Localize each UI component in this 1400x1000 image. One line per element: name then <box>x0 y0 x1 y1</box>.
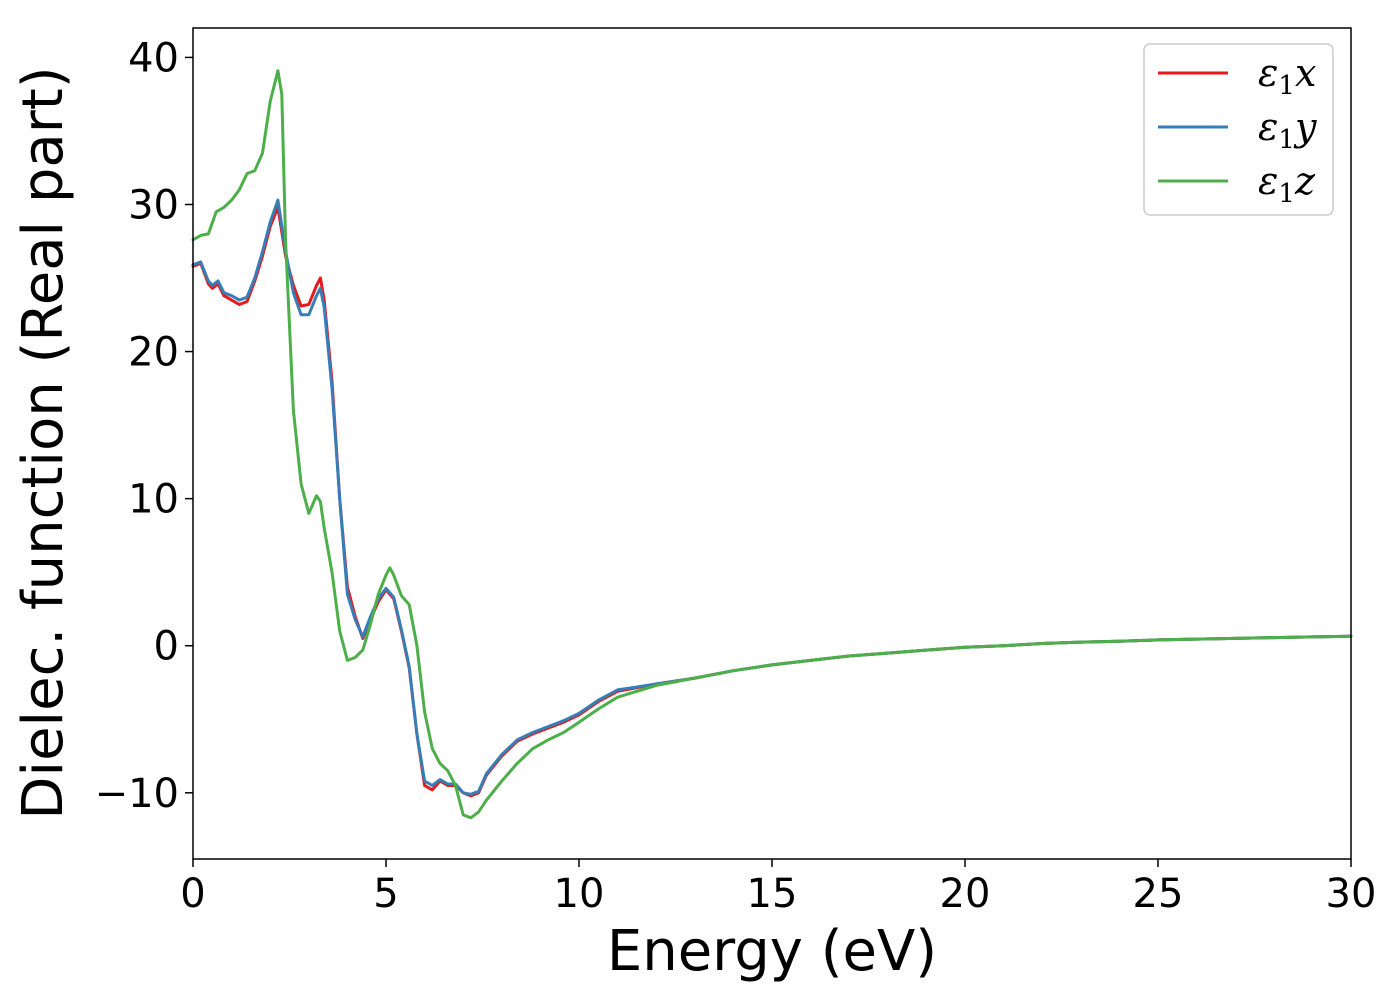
y-tick-label: 30 <box>128 182 179 228</box>
ticks-layer: 0 5 10 15 20 25 30 −10 0 10 20 30 40 <box>95 35 1377 917</box>
y-tick-label: 40 <box>128 35 179 81</box>
legend-label-y: ε1y <box>1258 105 1317 155</box>
series-line-y <box>191 198 1353 796</box>
y-tick-label: 10 <box>128 477 179 523</box>
legend-box <box>1143 43 1334 216</box>
x-tick-label: 5 <box>373 871 398 917</box>
legend-label-z: ε1z <box>1258 159 1316 209</box>
legend-label-x: ε1x <box>1258 51 1316 101</box>
y-tick-label: 0 <box>154 624 179 670</box>
x-tick-label: 25 <box>1133 871 1184 917</box>
x-tick-label: 20 <box>940 871 991 917</box>
x-tick-label: 30 <box>1326 871 1377 917</box>
series-line-x <box>191 205 1353 798</box>
y-tick-label: −10 <box>95 771 179 817</box>
y-tick-label: 20 <box>128 330 179 376</box>
series-layer <box>191 69 1353 820</box>
y-axis-label: Dielec. function (Real part) <box>11 66 76 819</box>
x-axis-label: Energy (eV) <box>607 919 937 984</box>
series-line-z <box>191 69 1353 820</box>
x-tick-label: 10 <box>554 871 605 917</box>
x-tick-label: 15 <box>747 871 798 917</box>
x-tick-label: 0 <box>180 871 205 917</box>
